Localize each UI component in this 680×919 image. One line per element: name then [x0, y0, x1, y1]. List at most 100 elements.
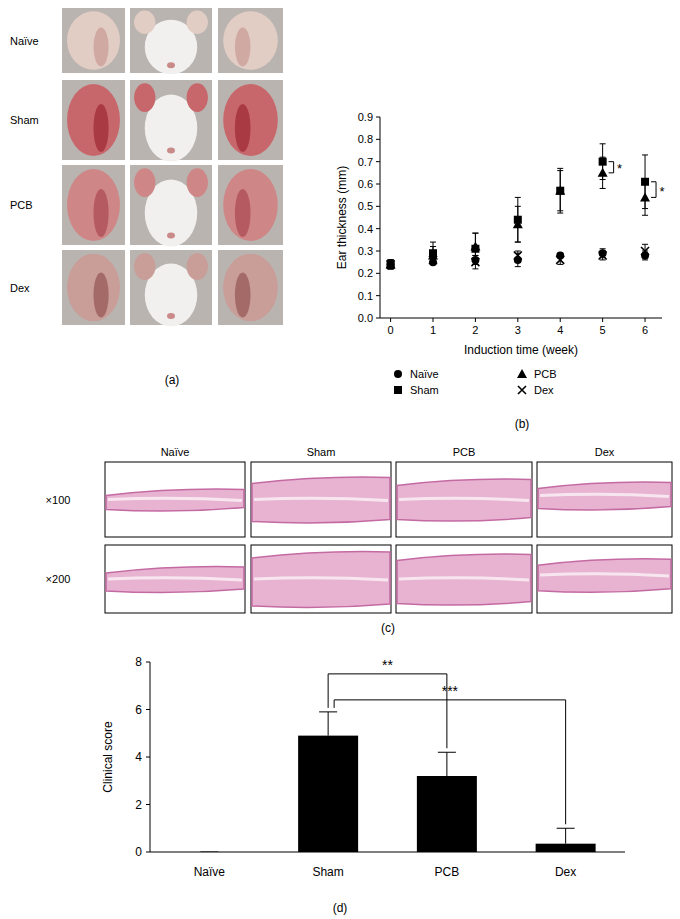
photo — [251, 462, 391, 537]
legend-marker — [394, 370, 402, 378]
photo-ear-canal — [94, 273, 109, 318]
y-tick — [376, 206, 380, 207]
marker-circle — [387, 260, 395, 268]
tissue — [538, 559, 671, 593]
photo-ear-canal — [94, 104, 109, 152]
tissue — [252, 552, 390, 608]
marker-triangle — [428, 250, 438, 259]
marker-circle — [556, 251, 564, 259]
y-tick-label: 0.2 — [358, 267, 373, 279]
significance-label: *** — [442, 683, 459, 699]
marker-x — [556, 256, 564, 264]
cartilage — [254, 498, 388, 500]
y-tick — [376, 318, 380, 319]
photo-ear — [134, 253, 155, 280]
y-tick — [376, 184, 380, 185]
y-tick-label: 4 — [135, 750, 142, 764]
x-tick — [517, 318, 518, 322]
panel-caption: (b) — [515, 417, 530, 431]
x-tick-label: 3 — [515, 324, 521, 336]
significance-bracket — [609, 162, 614, 173]
photo-ear-canal — [235, 273, 251, 318]
cartilage — [399, 498, 529, 500]
row-label: ×100 — [46, 494, 71, 506]
photo-ear — [134, 11, 155, 34]
photo — [537, 462, 672, 537]
marker-circle — [514, 256, 522, 264]
marker-triangle — [386, 259, 396, 268]
cartilage — [540, 494, 669, 496]
x-tick — [645, 318, 646, 322]
y-tick-label: 0.9 — [358, 111, 373, 123]
legend-marker — [518, 386, 526, 394]
photo — [62, 80, 125, 160]
y-tick — [376, 251, 380, 252]
photo — [396, 462, 532, 537]
y-tick-label: 0.1 — [358, 290, 373, 302]
x-tick — [560, 318, 561, 322]
x-tick-label: 2 — [472, 324, 478, 336]
photo-ear — [223, 169, 278, 241]
bar — [298, 736, 358, 852]
y-tick — [146, 757, 150, 758]
photo-ear-canal — [235, 104, 251, 152]
marker-triangle — [513, 219, 523, 228]
photo — [251, 545, 391, 613]
photo-ear — [223, 254, 278, 322]
error-bar — [200, 852, 218, 853]
photo-ear — [67, 254, 120, 322]
y-tick — [146, 804, 150, 805]
y-tick — [376, 273, 380, 274]
significance-bracket — [651, 182, 656, 198]
y-tick-label: 6 — [135, 703, 142, 717]
y-tick — [146, 709, 150, 710]
tissue — [397, 479, 531, 521]
photo — [537, 545, 672, 613]
marker-x — [429, 256, 437, 264]
y-axis-label: Clinical score — [101, 721, 115, 793]
y-tick — [376, 228, 380, 229]
photo-ear — [67, 84, 120, 156]
x-tick — [390, 318, 391, 322]
x-tick-label: Sham — [312, 865, 343, 879]
panel-caption: (a) — [165, 373, 180, 387]
y-tick-label: 0.8 — [358, 133, 373, 145]
x-tick-label: PCB — [435, 865, 460, 879]
cartilage — [108, 498, 242, 500]
photo — [396, 545, 532, 613]
photo-ear — [187, 168, 208, 197]
significance-bracket — [334, 700, 566, 824]
photo-nose — [167, 62, 175, 68]
marker-square — [599, 158, 607, 166]
photo-nose — [167, 147, 175, 153]
y-tick-label: 0 — [135, 845, 142, 859]
marker-x — [514, 251, 522, 259]
y-axis — [380, 117, 381, 318]
error-bar — [319, 712, 337, 736]
tissue — [252, 477, 390, 523]
x-tick-label: 0 — [388, 324, 394, 336]
photo — [218, 165, 283, 245]
photo-ear — [134, 168, 155, 197]
x-tick-label: 4 — [557, 324, 563, 336]
cartilage — [540, 574, 669, 576]
marker-circle — [641, 251, 649, 259]
y-axis-label: Ear thickness (mm) — [335, 166, 349, 269]
marker-x — [599, 251, 607, 259]
x-tick-label: 6 — [642, 324, 648, 336]
marker-x — [387, 260, 395, 268]
y-tick-label: 0.3 — [358, 245, 373, 257]
legend-label: Naïve — [410, 368, 439, 380]
photo — [218, 250, 283, 325]
significance-bracket — [328, 674, 447, 748]
photo — [62, 165, 125, 245]
photo-ear — [187, 253, 208, 280]
marker-triangle — [555, 186, 565, 195]
bar — [417, 776, 477, 852]
y-tick — [146, 852, 150, 853]
photo-ear — [223, 84, 278, 156]
photo — [105, 462, 245, 537]
significance-label: ** — [382, 657, 393, 673]
photo-nose — [167, 232, 175, 238]
x-axis-label: Induction time (week) — [464, 343, 578, 357]
